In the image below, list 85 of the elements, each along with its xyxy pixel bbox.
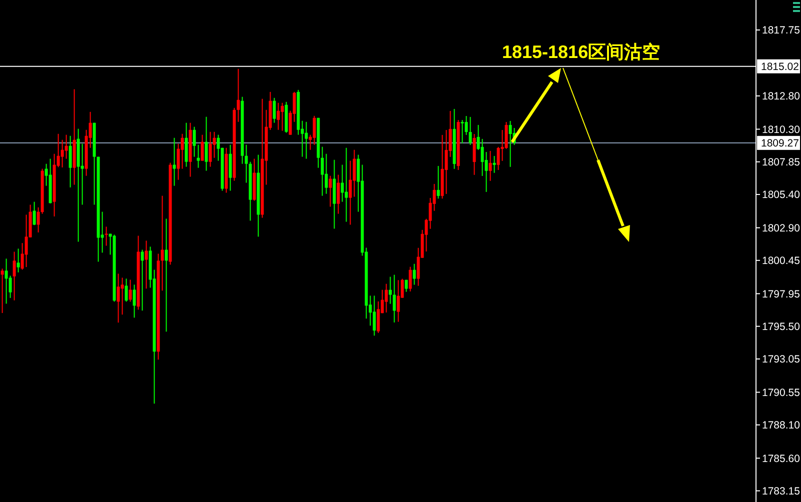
candlestick: [384, 283, 388, 313]
candlestick: [388, 276, 392, 304]
candlestick: [352, 149, 356, 198]
candlestick: [192, 126, 196, 158]
candlestick: [500, 129, 504, 162]
candlestick: [80, 143, 84, 206]
candlestick: [208, 131, 212, 168]
candlestick: [320, 146, 324, 196]
y-tick-label: 1805.40: [762, 189, 800, 202]
ref-line-label: 1809.27: [761, 138, 800, 150]
candlestick: [480, 138, 484, 176]
candlestick: [140, 249, 144, 312]
candlestick: [376, 300, 380, 334]
candlestick: [464, 116, 468, 136]
y-tick-label: 1807.85: [762, 156, 800, 169]
candlestick: [4, 258, 8, 304]
candlestick: [116, 273, 120, 324]
candlestick: [276, 102, 280, 130]
candlestick: [412, 263, 416, 286]
candlestick: [328, 175, 332, 208]
y-tick-label: 1785.60: [762, 452, 800, 465]
candlestick: [236, 68, 240, 122]
y-tick-label: 1783.15: [762, 485, 800, 498]
candlestick: [24, 214, 28, 268]
candlestick: [36, 206, 40, 233]
candlestick: [104, 226, 108, 246]
candlestick: [488, 150, 492, 182]
candlestick: [348, 160, 352, 226]
annotation: 1815-1816区间沽空: [502, 42, 660, 62]
candlestick: [304, 121, 308, 160]
candlestick: [180, 133, 184, 170]
candlestick: [280, 102, 284, 132]
candlestick: [392, 274, 396, 323]
candlestick: [200, 134, 204, 162]
candlestick: [204, 116, 208, 172]
candlestick: [408, 266, 412, 292]
candlestick: [484, 151, 488, 192]
y-tick-label: 1797.95: [762, 288, 800, 300]
candlestick: [68, 135, 72, 188]
candlestick: [244, 144, 248, 184]
candlestick: [460, 120, 464, 144]
candlestick: [496, 146, 500, 170]
candlestick: [144, 240, 148, 290]
candlestick: [444, 129, 448, 194]
candlestick: [228, 144, 232, 192]
candlestick: [272, 97, 276, 124]
candlestick: [120, 277, 124, 316]
candlestick: [32, 201, 36, 226]
candlestick: [124, 278, 128, 302]
y-tick-label: 1800.45: [762, 255, 800, 268]
y-tick-label: 1790.55: [762, 386, 800, 399]
candlestick: [324, 153, 328, 194]
candlestick: [336, 174, 340, 214]
candlestick: [164, 218, 168, 332]
candlestick: [60, 139, 64, 168]
candlestick: [128, 279, 132, 302]
candlestick: [508, 120, 512, 168]
y-tick-label: 1795.50: [762, 320, 800, 333]
y-tick-label: 1788.10: [762, 420, 800, 432]
y-tick-label: 1817.75: [762, 24, 800, 37]
candlestick: [196, 144, 200, 168]
candlestick: [436, 165, 440, 200]
y-tick-label: 1793.05: [762, 354, 800, 366]
candlestick: [372, 295, 376, 336]
candlestick: [504, 122, 508, 150]
y-tick-label: 1812.80: [762, 90, 800, 103]
candlestick: [64, 134, 68, 160]
ref-line-label: 1815.02: [761, 61, 800, 74]
candlestick: [472, 133, 476, 176]
candlestick: [172, 137, 176, 186]
candlestick: [468, 116, 472, 146]
candlestick: [396, 280, 400, 322]
candlestick: [492, 155, 496, 174]
y-tick-label: 1802.90: [762, 222, 800, 234]
candlestick: [212, 131, 216, 158]
candlestick: [312, 115, 316, 146]
y-tick-label: 1810.30: [762, 124, 800, 136]
candlestick: [340, 164, 344, 202]
candlestick: [0, 268, 4, 314]
candlestick: [344, 147, 348, 222]
candlestick: [184, 122, 188, 168]
candlestick: [16, 248, 20, 273]
candlestick: [160, 195, 164, 292]
candlestick: [132, 284, 136, 318]
candlestick: [12, 251, 16, 301]
